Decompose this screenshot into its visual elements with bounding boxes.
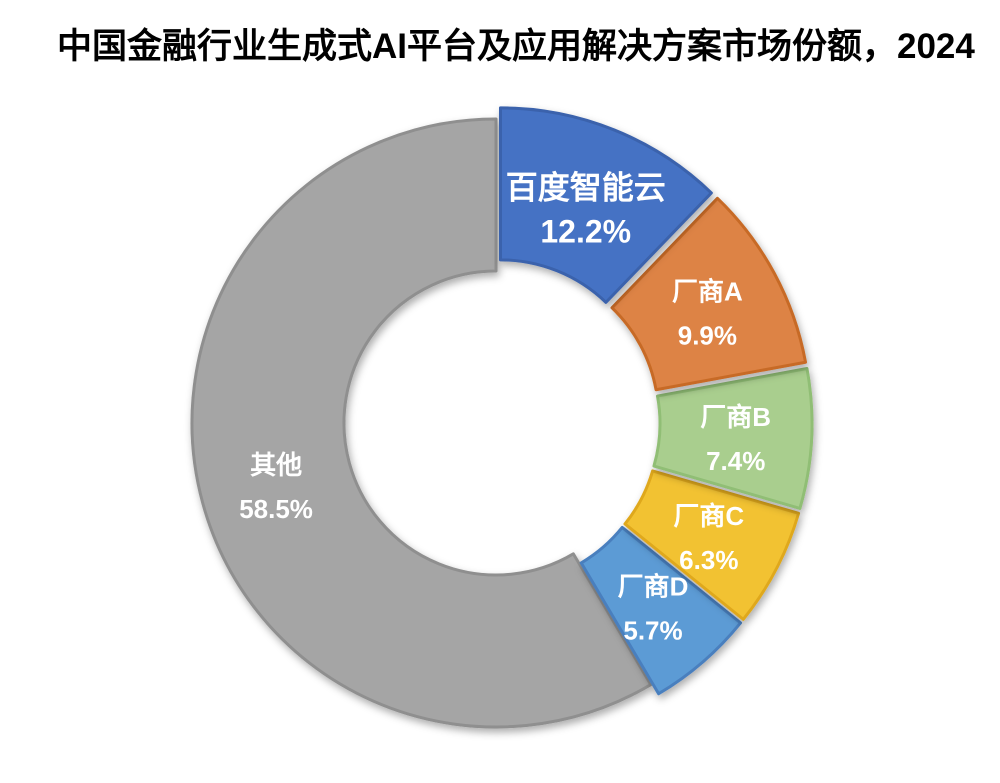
slice-label-5: 其他 58.5% [239,450,313,524]
slice-label-3: 厂商C 6.3% [673,501,744,575]
slice-percent-2: 7.4% [706,446,765,476]
slice-percent-5: 58.5% [239,494,313,524]
slice-name-5: 其他 [250,450,302,480]
slice-label-4: 厂商D 5.7% [618,572,689,646]
donut-slices-group [190,106,814,729]
slice-percent-0: 12.2% [540,213,631,249]
slice-name-1: 厂商A [672,276,743,306]
slice-name-3: 厂商C [673,501,744,531]
donut-slice-3 [623,469,801,621]
donut-labels-group: 百度智能云 12.2% 厂商A 9.9% 厂商B 7.4% 厂商C 6.3%厂商D 5.7% 其他… [239,169,771,645]
slice-percent-4: 5.7% [623,616,682,646]
donut-slice-0 [498,106,713,304]
donut-slice-5 [190,117,653,729]
slice-label-0: 百度智能云 12.2% [506,169,666,249]
slice-name-4: 厂商D [618,572,689,602]
slice-label-1: 厂商A 9.9% [672,276,743,350]
slice-name-0: 百度智能云 [506,169,666,205]
donut-slice-4 [579,525,742,696]
slice-percent-3: 6.3% [679,545,738,575]
slice-label-2: 厂商B 7.4% [700,402,771,476]
donut-slice-2 [652,367,814,510]
slice-percent-1: 9.9% [678,320,737,350]
chart-title: 中国金融行业生成式AI平台及应用解决方案市场份额，2024 [57,27,975,66]
donut-slice-1 [610,196,808,392]
slice-name-2: 厂商B [700,402,771,432]
